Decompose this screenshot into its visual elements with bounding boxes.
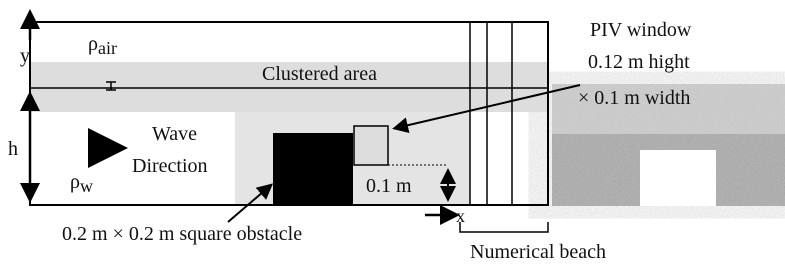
y-label: y <box>20 45 30 67</box>
rho: ρ <box>88 33 98 55</box>
sub: w <box>80 176 93 196</box>
height-label: 0.1 m <box>366 175 412 197</box>
beach-label: Numerical beach <box>470 241 606 263</box>
obstacle-label: 0.2 m × 0.2 m square obstacle <box>62 223 302 245</box>
h-label: h <box>8 138 18 160</box>
wave-label: Wave <box>152 123 197 145</box>
rho-air: ρair <box>88 33 117 58</box>
wave-label: Direction <box>132 155 208 177</box>
rho-w: ρw <box>70 171 93 196</box>
clustered-label: Clustered area <box>262 63 377 85</box>
sub: air <box>98 38 117 58</box>
rho: ρ <box>70 171 80 193</box>
piv-label: × 0.1 m width <box>578 87 690 109</box>
piv-label: PIV window <box>590 19 692 41</box>
piv-label: 0.12 m hight <box>588 51 690 73</box>
x-label: x <box>456 206 465 226</box>
diagram: y ρair Clustered area h Wave Direction ρ… <box>0 0 785 268</box>
